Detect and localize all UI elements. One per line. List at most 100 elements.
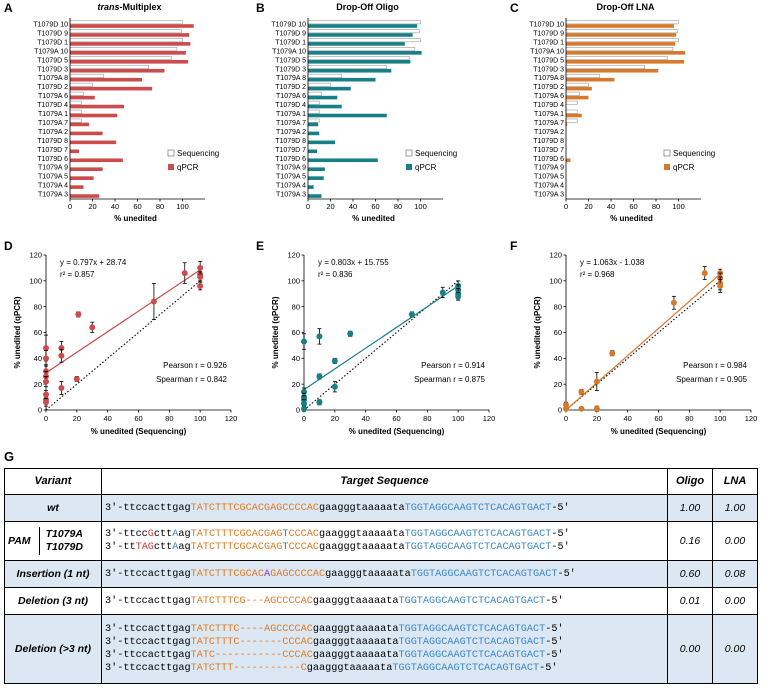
category-label: T1079A 6 <box>38 93 68 100</box>
y-tick-label: 40 <box>34 354 42 363</box>
y-tick-label: 60 <box>292 328 300 337</box>
x-tick-label: 20 <box>326 202 334 211</box>
data-point <box>609 350 616 357</box>
x-tick-label: 60 <box>654 414 662 423</box>
fit-equation: y = 0.803x + 15.755 <box>318 258 389 267</box>
bar-qpcr <box>308 122 319 127</box>
legend-swatch-sequencing <box>405 149 413 157</box>
category-label: T1079D 6 <box>37 156 68 163</box>
seq-part: -5′ <box>545 596 564 608</box>
seq-deletion-3: 3′-ttccacttgagTATCTTTCG---AGCCCCACgaaggg… <box>101 587 668 616</box>
panel-title: trans-Multiplex <box>97 2 161 12</box>
seq-part: TATCTTTCGCACGAGCCCCAC <box>190 502 319 514</box>
bar-sequencing <box>69 29 182 34</box>
data-point <box>331 383 338 390</box>
variant-table: Variant Target Sequence Oligo LNA wt 3′-… <box>4 468 758 684</box>
seq-part: ag <box>178 529 191 541</box>
label-deletion-more: Deletion (>3 nt) <box>4 614 102 684</box>
bar-qpcr <box>308 42 405 46</box>
category-label: T1079A 9 <box>38 165 68 172</box>
oligo-deletion-3: 0.01 <box>667 587 713 616</box>
bar-qpcr <box>308 24 418 28</box>
bar-qpcr <box>566 95 589 100</box>
x-axis-title: % unedited <box>114 214 157 223</box>
category-label: T1079A 4 <box>38 183 68 190</box>
y-tick-label: 0 <box>296 406 300 415</box>
seq-part: -5′ <box>551 502 570 514</box>
seq-part: 3′-ttccacttgag <box>105 624 191 636</box>
seq-part: -5′ <box>545 650 564 662</box>
x-tick-label: 60 <box>133 202 141 211</box>
data-point <box>197 264 204 271</box>
panel-letter-g: G <box>4 449 15 464</box>
category-label: T1079D 8 <box>275 138 306 145</box>
bar-sequencing <box>307 91 322 96</box>
bar-sequencing <box>307 20 421 25</box>
label-pam: PAM <box>8 535 31 548</box>
category-label: T1079A 7 <box>534 120 564 127</box>
y-tick-label: 0 <box>38 406 42 415</box>
seq-part: TGGTAGGCAAGTCTCACAGTGACT <box>398 650 546 662</box>
row-wt: wt 3′-ttccacttgagTATCTTTCGCACGAGCCCCACga… <box>4 493 758 522</box>
bar-sequencing <box>307 118 320 123</box>
seq-part: TATCTTTCG---AGCCCCAC <box>190 596 313 608</box>
row-pam: PAM T1079A T1079D 3′-ttccGcttAagTATCTTTCG… <box>4 520 758 562</box>
x-tick-label: 40 <box>103 414 111 423</box>
category-label: T1079D 3 <box>533 66 564 73</box>
bar-qpcr <box>70 24 194 28</box>
y-tick-label: 100 <box>287 277 300 286</box>
panel-letter: E <box>256 239 264 253</box>
oligo-deletion-more: 0.00 <box>667 614 713 684</box>
category-label: T1079A 3 <box>38 192 68 199</box>
category-label: T1079A 1 <box>534 111 564 118</box>
bar-qpcr <box>566 60 685 64</box>
oligo-insertion: 0.60 <box>667 560 713 589</box>
seq-part: gaagggtaaaaata <box>312 637 399 649</box>
bar-qpcr <box>70 158 123 163</box>
category-label: T1079D 7 <box>533 147 564 154</box>
seq-part: TGGTAGGCAAGTCTCACAGTGACT <box>404 542 552 554</box>
data-point <box>563 405 569 412</box>
category-label: T1079A 1 <box>38 111 68 118</box>
y-axis-title: % unedited (qPCR) <box>533 296 542 368</box>
bar-qpcr <box>566 77 615 82</box>
category-label: T1079A 6 <box>534 93 564 100</box>
category-label: T1079D 7 <box>275 147 306 154</box>
bar-qpcr <box>308 95 338 100</box>
category-label: T1079A 3 <box>276 192 306 199</box>
category-label: T1079D 10 <box>33 22 68 29</box>
bar-qpcr <box>308 176 324 180</box>
data-point <box>43 378 49 385</box>
y-tick-label: 0 <box>558 406 562 415</box>
x-tick-label: 80 <box>685 414 693 423</box>
seq-part: gaagggtaaaaata <box>312 650 399 662</box>
x-tick-label: 20 <box>73 414 81 423</box>
seq-part: A <box>263 569 271 581</box>
bar-qpcr <box>308 86 351 91</box>
bar-qpcr <box>70 149 79 154</box>
data-point <box>408 311 415 318</box>
bar-qpcr <box>70 60 189 64</box>
seq-wt: 3′-ttccacttgagTATCTTTCGCACGAGCCCCACgaagg… <box>101 493 668 522</box>
bar-qpcr <box>70 131 103 136</box>
bar-qpcr <box>566 86 592 91</box>
identity-line <box>45 280 201 411</box>
category-label: T1079A 6 <box>276 93 306 100</box>
seq-part: TATC-----------CCCAC <box>190 650 313 662</box>
legend-label-qpcr: qPCR <box>177 163 199 172</box>
fit-r2: r² = 0.857 <box>60 270 95 279</box>
category-label: T1079D 4 <box>533 102 564 109</box>
seq-part: TATCTTTC----AGCCCCAC <box>190 624 313 636</box>
seq-part: gaagggtaaaaata <box>325 569 411 581</box>
data-point <box>89 324 96 331</box>
pearson-r: Pearson r = 0.926 <box>163 361 227 370</box>
x-axis-title: % unedited (Sequencing) <box>611 427 707 436</box>
category-label: T1079D 1 <box>275 39 306 46</box>
category-label: T1079D 9 <box>37 30 68 37</box>
data-point <box>301 405 307 412</box>
bar-qpcr <box>308 158 378 163</box>
bar-sequencing <box>69 38 183 43</box>
data-point <box>593 378 600 385</box>
seq-part: ctt <box>153 529 173 541</box>
category-label: T1079D 5 <box>275 57 306 64</box>
